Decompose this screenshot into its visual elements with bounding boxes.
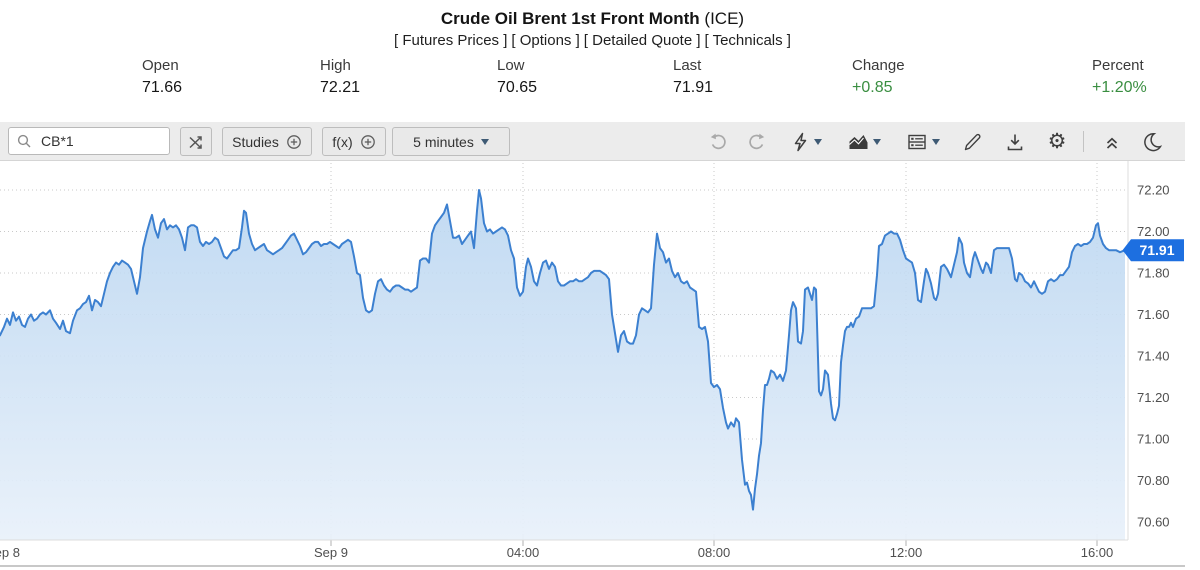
y-axis-label: 70.60 (1137, 515, 1170, 530)
exchange-suffix: (ICE) (699, 9, 745, 28)
stat-value: 70.65 (497, 79, 538, 96)
page-title: Crude Oil Brent 1st Front Month (ICE) (0, 9, 1185, 29)
lightning-icon (794, 132, 807, 152)
settings-button[interactable]: ⚙ (1044, 130, 1070, 154)
draw-annotation-button[interactable] (960, 130, 984, 154)
header-links: [ Futures Prices ][ Options ][ Detailed … (0, 32, 1185, 49)
last-price-badge-value: 71.91 (1139, 242, 1174, 258)
y-axis-label: 72.00 (1137, 224, 1170, 239)
y-axis-label: 71.60 (1137, 307, 1170, 322)
symbol-input[interactable] (39, 132, 158, 150)
download-button[interactable] (1003, 130, 1027, 154)
x-axis-label: 04:00 (507, 545, 540, 560)
stat-label: Percent (1092, 57, 1144, 74)
compare-symbol-button[interactable] (180, 127, 212, 156)
download-icon (1007, 134, 1023, 151)
toolbar-separator (1083, 131, 1084, 152)
quote-stat-high: High 72.21 (320, 57, 360, 97)
dark-mode-toggle[interactable] (1140, 130, 1164, 154)
x-axis-label: Sep 9 (314, 545, 348, 560)
collapse-toolbar-button[interactable] (1100, 130, 1124, 154)
last-price-badge (1122, 239, 1184, 262)
quote-stats-row: Open 71.66 High 72.21 Low 70.65 Last 71.91 Chang… (0, 57, 1200, 105)
period-value: 5 minutes (413, 133, 474, 150)
moon-icon (1144, 133, 1163, 152)
quote-stat-percent: Percent +1.20% (1092, 57, 1147, 97)
y-axis-label: 71.00 (1137, 432, 1170, 447)
stat-value: 71.66 (142, 79, 183, 96)
chart-type-menu-button[interactable] (846, 130, 882, 154)
pencil-icon (964, 133, 981, 151)
quote-stat-change: Change +0.85 (852, 57, 905, 97)
stat-label: Open (142, 57, 179, 74)
header-link[interactable]: [ Detailed Quote ] (583, 32, 701, 49)
area-chart-icon (849, 135, 868, 149)
stat-value: 71.91 (673, 79, 714, 96)
undo-button[interactable] (706, 130, 730, 154)
chevron-down-icon (873, 139, 881, 145)
quote-stat-open: Open 71.66 (142, 57, 182, 97)
x-axis-label: 08:00 (698, 545, 731, 560)
header-link[interactable]: [ Options ] (511, 32, 580, 49)
chart-toolbar: Studies f(x) 5 minutes (0, 122, 1185, 161)
shuffle-icon (189, 135, 202, 149)
studies-label: Studies (232, 133, 279, 150)
redo-icon (749, 133, 765, 150)
plus-circle-icon (286, 134, 301, 149)
gear-icon: ⚙ (1047, 130, 1067, 153)
collapse-up-icon (1106, 137, 1118, 149)
stat-label: Low (497, 57, 525, 74)
quote-stat-low: Low 70.65 (497, 57, 537, 97)
undo-icon (710, 133, 726, 150)
y-axis-label: 72.20 (1137, 183, 1170, 198)
redo-button[interactable] (745, 130, 769, 154)
layout-grid-icon (908, 134, 926, 150)
search-icon (17, 134, 31, 147)
price-area-fill (0, 190, 1125, 540)
price-chart-canvas[interactable]: 72.20 72.00 71.80 71.60 71.40 71.20 71.00 70.80… (0, 161, 1185, 570)
display-options-menu-button[interactable] (905, 130, 941, 154)
fx-label: f(x) (332, 133, 353, 150)
x-axis-label: 16:00 (1081, 545, 1114, 560)
y-axis-label: 71.20 (1137, 390, 1170, 405)
plus-circle-icon (360, 134, 375, 149)
stat-label: Last (673, 57, 702, 74)
quote-stat-last: Last 71.91 (673, 57, 713, 97)
y-axis-label: 71.40 (1137, 349, 1170, 364)
stat-value: +0.85 (852, 79, 893, 96)
y-axis-label: 70.80 (1137, 473, 1170, 488)
period-dropdown[interactable]: 5 minutes (392, 127, 510, 156)
stat-value: 72.21 (320, 79, 361, 96)
page-header: Crude Oil Brent 1st Front Month (ICE) [ … (0, 0, 1185, 49)
stat-label: High (320, 57, 351, 74)
chevron-down-icon (480, 138, 489, 145)
studies-button[interactable]: Studies (222, 127, 312, 156)
stat-label: Change (852, 57, 905, 74)
header-link[interactable]: [ Futures Prices ] (394, 32, 508, 49)
y-axis-label: 71.80 (1137, 266, 1170, 281)
x-axis-label: Sep 8 (0, 545, 20, 560)
chevron-down-icon (932, 139, 940, 145)
stat-value: +1.20% (1092, 79, 1147, 96)
events-menu-button[interactable] (788, 130, 824, 154)
x-axis-label: 12:00 (890, 545, 923, 560)
functions-button[interactable]: f(x) (322, 127, 386, 156)
symbol-search-box[interactable] (8, 127, 170, 155)
price-line (0, 189, 1126, 511)
chevron-down-icon (814, 139, 822, 145)
header-link[interactable]: [ Technicals ] (704, 32, 791, 49)
instrument-name: Crude Oil Brent 1st Front Month (440, 9, 700, 28)
